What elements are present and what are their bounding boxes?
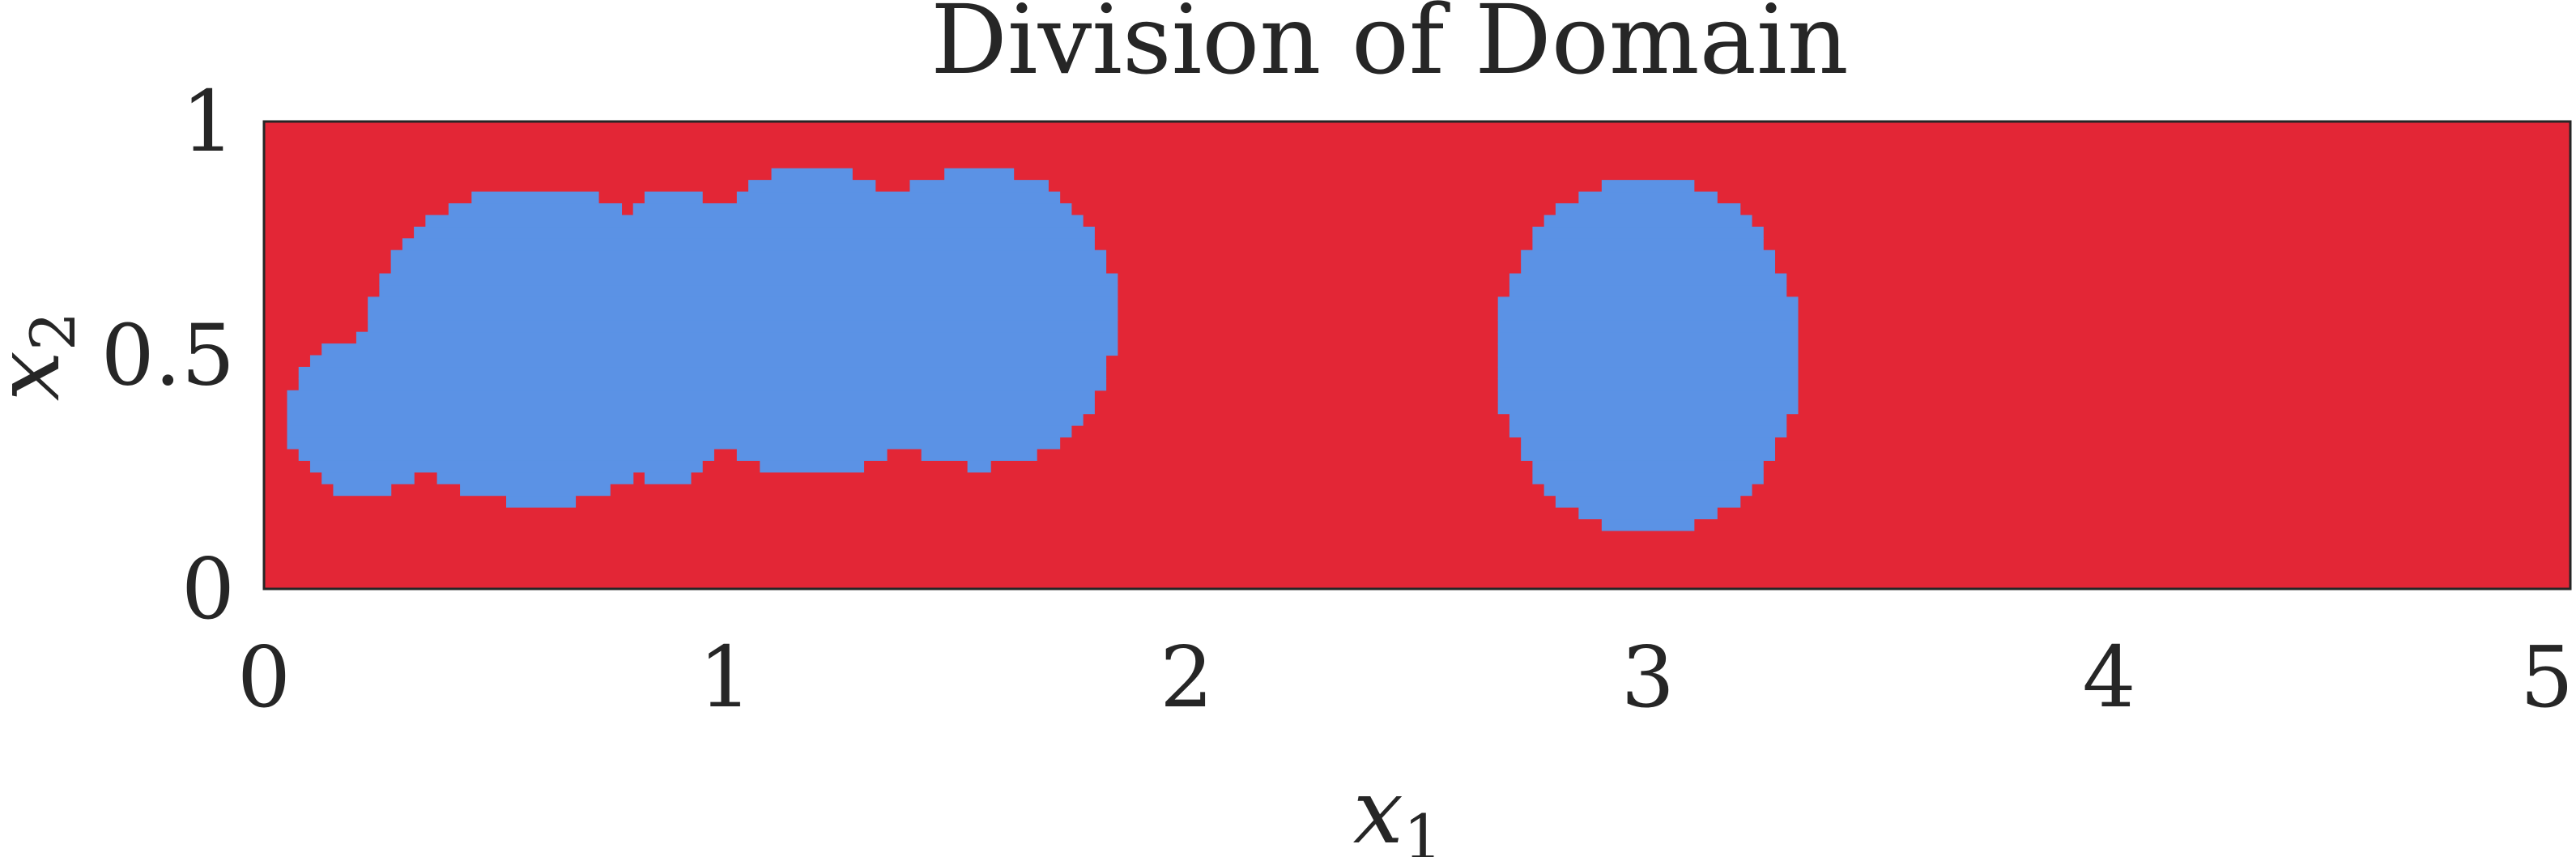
subdomain-cell-run (436, 471, 634, 484)
axis-frame (262, 120, 2572, 591)
subdomain-cell-run (368, 320, 1118, 333)
subdomain-cell-run (1521, 249, 1776, 262)
x-tick-label: 5 (2520, 628, 2574, 727)
subdomain-cell-run (760, 460, 865, 473)
subdomain-cell-run (379, 273, 1118, 286)
subdomain-cell-run (1521, 262, 1776, 275)
subdomain-cell-run (460, 484, 611, 497)
y-axis-label-subscript: 2 (17, 312, 89, 351)
subdomain-cell-run (1497, 343, 1799, 356)
subdomain-region (287, 168, 1799, 531)
subdomain-cell-run (471, 191, 599, 204)
subdomain-cell-run (309, 355, 1107, 368)
subdomain-cell-run (298, 378, 1107, 391)
subdomain-cell-run (333, 484, 392, 497)
subdomain-cell-run (1521, 448, 1776, 461)
subdomain-cell-run (1509, 413, 1787, 426)
subdomain-cell-run (1578, 191, 1718, 204)
x-tick-label: 1 (699, 628, 752, 727)
subdomain-cell-run (402, 238, 1095, 251)
x-tick-labels: 0 1 2 3 4 5 (237, 628, 2574, 727)
y-tick-label: 0.5 (101, 306, 235, 405)
subdomain-cell-run (287, 402, 1095, 415)
subdomain-cell-run (1521, 437, 1776, 450)
x-tick-label: 4 (2082, 628, 2135, 727)
subdomain-cell-run (1555, 495, 1741, 508)
y-tick-label: 0 (181, 539, 235, 638)
subdomain-cell-run (1497, 296, 1799, 309)
subdomain-cell-run (909, 180, 1049, 193)
subdomain-cell-run (379, 284, 1118, 297)
subdomain-cell-run (506, 495, 577, 508)
subdomain-cell-run (414, 226, 1095, 239)
subdomain-cell-run (309, 460, 703, 473)
subdomain-cell-run (1497, 402, 1799, 415)
chart-title: Division of Domain (930, 0, 1848, 96)
x-tick-label: 3 (1621, 628, 1675, 727)
subdomain-cell-run (921, 448, 1037, 461)
subdomain-cell-run (1497, 355, 1799, 368)
subdomain-cell-run (1497, 320, 1799, 333)
subdomain-cell-run (368, 296, 1118, 309)
subdomain-cell-run (632, 203, 1072, 215)
subdomain-cell-run (287, 413, 1084, 426)
subdomain-cell-run (944, 168, 1015, 181)
subdomain-cell-run (448, 203, 623, 215)
subdomain-cell-run (321, 343, 1118, 356)
subdomain-cell-run (390, 262, 1107, 275)
subdomain-cell-run (287, 425, 1072, 438)
subdomain-cell-run (644, 471, 692, 484)
subdomain-cell-run (736, 448, 888, 461)
subdomain-cell-run (1509, 284, 1787, 297)
x-axis-label: x1 (1353, 760, 1442, 857)
subdomain-cell-run (1509, 425, 1787, 438)
y-axis-label: x2 (0, 312, 89, 401)
subdomain-cell-run (1532, 226, 1764, 239)
subdomain-cell-run (1497, 308, 1799, 321)
subdomain-cell-run (1532, 471, 1764, 484)
x-tick-label: 0 (237, 628, 291, 727)
subdomain-cell-run (967, 460, 991, 473)
subdomain-cell-run (1555, 203, 1741, 215)
subdomain-cell-run (287, 437, 1061, 450)
subdomain-cell-run (1543, 484, 1752, 497)
subdomain-cell-run (1497, 331, 1799, 344)
subdomain-cell-run (368, 308, 1118, 321)
subdomain-cell-run (356, 331, 1118, 344)
x-axis-label-subscript: 1 (1403, 801, 1442, 857)
subdomain-cell-run (287, 390, 1095, 403)
subdomain-cell-run (748, 180, 876, 193)
subdomain-cell-run (1532, 238, 1764, 251)
plot-area (262, 120, 2572, 591)
subdomain-cell-run (736, 191, 1061, 204)
subdomain-cell-run (1497, 390, 1799, 403)
subdomain-cell-run (1601, 180, 1695, 193)
subdomain-cell-run (1497, 378, 1799, 391)
subdomain-cell-run (1509, 273, 1787, 286)
subdomain-cell-run (771, 168, 853, 181)
subdomain-cell-run (1497, 366, 1799, 379)
subdomain-cell-run (1578, 507, 1718, 520)
subdomain-cell-run (298, 366, 1107, 379)
x-axis-label-base: x (1353, 760, 1403, 857)
subdomain-cell-run (298, 448, 714, 461)
subdomain-cell-run (1532, 460, 1764, 473)
subdomain-cell-run (425, 215, 1084, 228)
subdomain-cell-run (1601, 518, 1695, 531)
subdomain-cell-run (321, 471, 415, 484)
y-tick-label: 1 (181, 72, 235, 171)
y-axis-label-base: x (0, 351, 79, 401)
subdomain-cell-run (390, 249, 1107, 262)
subdomain-cell-run (1543, 215, 1752, 228)
subdomain-cell-run (644, 191, 703, 204)
x-tick-label: 2 (1160, 628, 1213, 727)
y-tick-labels: 00.51 (101, 72, 235, 638)
